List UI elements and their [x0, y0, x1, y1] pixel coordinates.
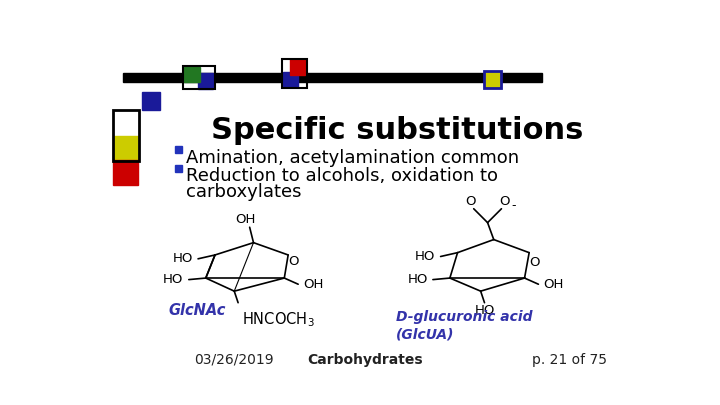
Text: HO: HO: [474, 304, 495, 317]
Text: O: O: [529, 256, 540, 269]
Text: GlcNAc: GlcNAc: [168, 303, 226, 318]
Bar: [184, 67, 199, 83]
Text: OH: OH: [544, 278, 564, 291]
Text: Specific substitutions: Specific substitutions: [211, 116, 583, 145]
Text: carboxylates: carboxylates: [186, 183, 301, 201]
Text: O: O: [288, 255, 299, 268]
Bar: [175, 165, 182, 172]
Text: HO: HO: [163, 273, 184, 286]
Bar: [282, 60, 307, 88]
Bar: [175, 146, 182, 153]
Bar: [112, 110, 139, 161]
Text: HO: HO: [408, 273, 428, 286]
Text: HO: HO: [173, 252, 193, 265]
Bar: [484, 71, 500, 88]
Text: D-glucuronic acid
(GlcUA): D-glucuronic acid (GlcUA): [396, 310, 533, 342]
Text: HNCOCH$_3$: HNCOCH$_3$: [242, 310, 315, 329]
Text: Amination, acetylamination common: Amination, acetylamination common: [186, 149, 519, 167]
Text: O: O: [499, 194, 510, 207]
Bar: [142, 92, 161, 110]
Bar: [289, 60, 305, 75]
Bar: [113, 160, 138, 185]
Text: OH: OH: [235, 213, 256, 226]
Text: Reduction to alcohols, oxidation to: Reduction to alcohols, oxidation to: [186, 167, 498, 185]
Bar: [122, 73, 542, 83]
Bar: [113, 136, 138, 160]
Text: HO: HO: [415, 250, 436, 263]
Text: -: -: [511, 200, 516, 213]
Bar: [198, 73, 213, 89]
Bar: [283, 72, 298, 87]
Text: p. 21 of 75: p. 21 of 75: [531, 353, 607, 367]
Text: O: O: [465, 194, 476, 207]
Text: 03/26/2019: 03/26/2019: [194, 353, 274, 367]
Bar: [485, 72, 500, 87]
Text: Carbohydrates: Carbohydrates: [307, 353, 423, 367]
Text: OH: OH: [303, 278, 324, 291]
Bar: [184, 66, 215, 90]
